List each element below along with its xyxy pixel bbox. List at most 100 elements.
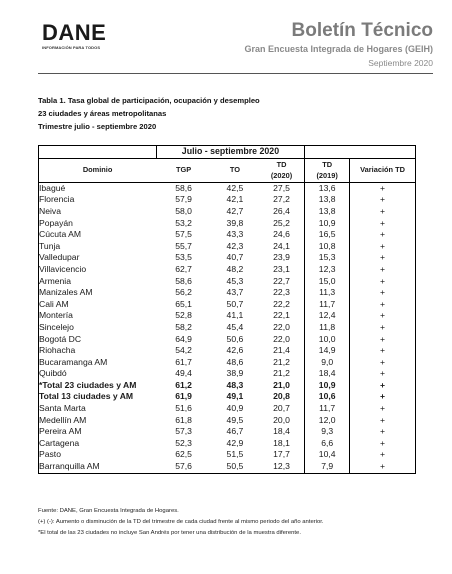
cell-td-2020: 20,7	[273, 403, 290, 414]
table-row: Santa Marta 51,6 40,9 20,7 11,7 +	[38, 403, 416, 415]
cell-dominio: Valledupar	[38, 252, 157, 264]
cell-to: 51,5	[226, 449, 244, 460]
cell-td-2020: 21,2	[273, 356, 290, 367]
footnote-total: *El total de las 23 ciudades no incluye …	[38, 530, 301, 536]
table-row: Tunja 55,7 42,3 24,1 10,8 +	[38, 240, 416, 253]
cell-variacion: +	[349, 275, 416, 288]
cell-dominio: Montería	[38, 310, 157, 322]
table-row: Riohacha 54,2 42,6 21,4 14,9 +	[38, 345, 416, 357]
cell-variacion: +	[349, 263, 416, 276]
cell-td-2020: 17,7	[273, 449, 290, 460]
cell-td-2020: 27,5	[273, 182, 290, 193]
cell-td-2019: 11,7	[304, 298, 351, 311]
cell-to: 48,6	[226, 356, 244, 367]
cell-to: 41,1	[226, 310, 244, 321]
cell-tgp: 54,2	[175, 345, 192, 356]
cell-dominio: Barranquilla AM	[38, 461, 157, 474]
cell-variacion: +	[349, 437, 416, 450]
cell-td-2020: 26,4	[273, 205, 290, 216]
cell-dominio: *Total 23 ciudades y AM	[38, 379, 157, 392]
cell-tgp: 62,5	[175, 449, 192, 460]
cell-td-2020: 25,2	[273, 217, 290, 228]
col-td-2019: TD (2019)	[304, 158, 351, 183]
cell-td-2020: 22,2	[273, 298, 290, 309]
cell-variacion: +	[349, 194, 416, 206]
cell-to: 39,8	[226, 217, 244, 228]
cell-to: 43,7	[226, 287, 244, 298]
cell-tgp: 61,9	[175, 391, 192, 402]
cell-tgp: 55,7	[175, 240, 192, 251]
cell-variacion: +	[349, 321, 416, 334]
cell-td-2020: 27,2	[273, 194, 290, 205]
cell-td-2020: 23,1	[273, 263, 290, 274]
cell-to: 38,9	[226, 368, 244, 379]
cell-variacion: +	[349, 182, 416, 195]
cell-dominio: Ibagué	[38, 182, 157, 195]
col-tgp: TGP	[156, 158, 211, 183]
logo-text: DANE	[42, 20, 107, 45]
table-row: Pasto 62,5 51,5 17,7 10,4 +	[38, 449, 416, 462]
col-variacion: Variación TD	[349, 158, 416, 183]
header-divider	[38, 73, 433, 74]
cell-dominio: Cali AM	[38, 298, 157, 311]
cell-dominio: Pasto	[38, 449, 157, 462]
table-row: Medellín AM 61,8 49,5 20,0 12,0 +	[38, 414, 416, 427]
cell-to: 50,7	[226, 298, 244, 309]
cell-variacion: +	[349, 217, 416, 230]
cell-to: 42,6	[226, 345, 244, 356]
table-row: Total 13 ciudades y AM 61,9 49,1 20,8 10,6 +	[38, 391, 416, 404]
cell-dominio: Armenia	[38, 275, 157, 288]
table-row: *Total 23 ciudades y AM 61,2 48,3 21,0 10,9 +	[38, 379, 416, 392]
dane-logo: DANE INFORMACIÓN PARA TODOS	[42, 20, 107, 51]
cell-tgp: 57,6	[156, 461, 211, 474]
cell-tgp: 52,8	[175, 310, 192, 321]
table-row: Manizales AM 56,2 43,7 22,3 11,3 +	[38, 287, 416, 299]
cell-to: 45,4	[226, 321, 244, 332]
table-row: Popayán 53,2 39,8 25,2 10,9 +	[38, 217, 416, 230]
cell-tgp: 53,5	[175, 252, 192, 263]
logo-tagline: INFORMACIÓN PARA TODOS	[42, 45, 101, 50]
table-row: Cartagena 52,3 42,9 18,1 6,6 +	[38, 437, 416, 450]
table-body: Ibagué 58,6 42,5 27,5 13,6 + Florencia 57,9 42,1…	[38, 182, 416, 474]
cell-to: 40,9	[226, 403, 244, 414]
cell-to: 45,3	[226, 275, 244, 286]
cell-to: 49,5	[226, 414, 244, 425]
cell-dominio: Quibdó	[38, 368, 157, 380]
cell-to: 42,7	[226, 205, 244, 216]
cell-td-2019: 10,8	[304, 240, 351, 253]
cell-dominio: Tunja	[38, 240, 157, 253]
table-row: Neiva 58,0 42,7 26,4 13,8 +	[38, 205, 416, 218]
cell-variacion: +	[349, 426, 416, 438]
cell-variacion: +	[349, 379, 416, 392]
cell-td-2020: 18,1	[273, 437, 290, 448]
cell-td-2020: 20,0	[273, 414, 290, 425]
cell-dominio: Neiva	[38, 205, 157, 218]
cell-to: 50,5	[211, 461, 259, 474]
cell-td-2019: 14,9	[304, 345, 351, 357]
cell-tgp: 49,4	[175, 368, 192, 379]
cell-td-2019: 11,7	[304, 403, 351, 415]
cell-tgp: 61,8	[175, 414, 192, 425]
cell-to: 50,6	[226, 333, 244, 344]
bulletin-title: Boletín Técnico	[291, 20, 433, 41]
cell-to: 42,5	[226, 182, 244, 193]
cell-to: 49,1	[226, 391, 244, 402]
col-to: TO	[211, 158, 259, 183]
cell-dominio: Bucaramanga AM	[38, 356, 157, 369]
cell-variacion: +	[349, 368, 416, 380]
table-row: Ibagué 58,6 42,5 27,5 13,6 +	[38, 182, 416, 195]
cell-td-2020: 22,0	[273, 321, 290, 332]
cell-tgp: 58,0	[175, 205, 192, 216]
table-row: Pereira AM 57,3 46,7 18,4 9,3 +	[38, 426, 416, 438]
cell-td-2019: 16,5	[304, 229, 351, 241]
cell-dominio: Villavicencio	[38, 263, 157, 276]
cell-td-2020: 24,6	[273, 229, 290, 240]
cell-variacion: +	[349, 287, 416, 299]
table-row: Florencia 57,9 42,1 27,2 13,8 +	[38, 194, 416, 206]
cell-td-2019: 13,6	[304, 182, 351, 195]
cell-td-2019: 9,3	[304, 426, 351, 438]
caption-title: Tabla 1. Tasa global de participación, o…	[38, 96, 260, 105]
cell-tgp: 57,3	[175, 426, 192, 437]
cell-td-2019: 7,9	[304, 461, 351, 474]
col-td-2020: TD (2020)	[258, 158, 305, 183]
